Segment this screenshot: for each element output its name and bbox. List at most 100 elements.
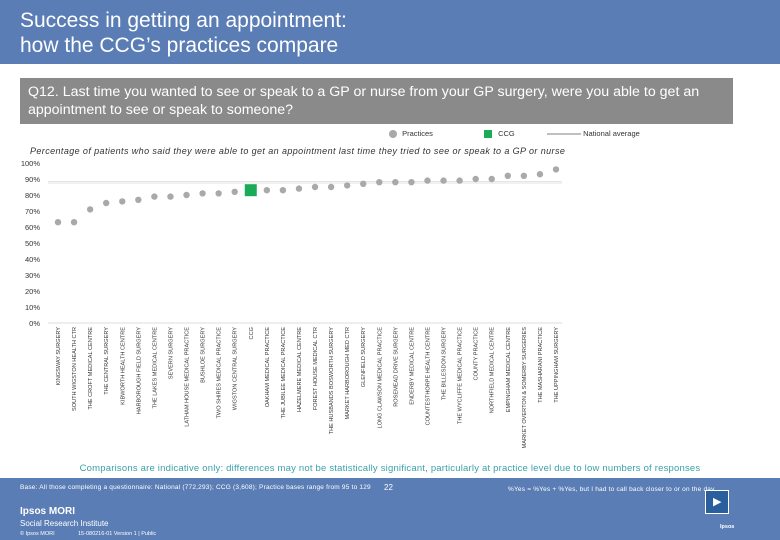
arrow-icon: ▶ (713, 496, 722, 508)
legend-practices: Practices (386, 129, 433, 139)
page-title: Success in getting an appointment: how t… (20, 8, 720, 58)
practice-marker (86, 206, 94, 213)
practice-marker (488, 175, 495, 183)
legend-national-line (547, 133, 581, 135)
x-tick-label: COUNTY PRACTICE (474, 327, 480, 381)
practice-marker (70, 219, 78, 226)
practice-marker (279, 187, 287, 194)
page-number: 22 (384, 483, 393, 492)
practice-marker (520, 172, 528, 179)
title-line-2: how the CCG’s practices compare (20, 34, 339, 57)
x-tick-label: CCG (249, 327, 255, 339)
x-tick-label: OAKHAM MEDICAL PRACTICE (265, 327, 271, 408)
ccg-marker (244, 184, 257, 197)
x-tick-label: WIGSTON CENTRAL SURGERY (233, 327, 239, 410)
chart-subtitle: Percentage of patients who said they wer… (30, 146, 566, 156)
y-tick-label: 90% (25, 175, 40, 184)
practice-marker (215, 190, 222, 197)
y-tick-label: 100% (21, 159, 41, 168)
practice-marker (199, 190, 206, 197)
x-tick-label: THE CROFT MEDICAL CENTRE (88, 327, 94, 410)
practice-marker (327, 183, 335, 191)
ipsos-badge-icon: ▶ (705, 490, 729, 514)
x-tick-label: THE LAKES MEDICAL CENTRE (152, 327, 158, 409)
base-note: Base: All those completing a questionnai… (20, 484, 371, 491)
x-tick-label: THE JUBILEE MEDICAL PRACTICE (281, 327, 287, 419)
x-tick-label: LATHAM HOUSE MEDICAL PRACTICE (185, 327, 191, 427)
x-tick-label: GLENFIELD SURGERY (361, 327, 367, 387)
practice-marker (504, 172, 512, 179)
practice-marker (231, 188, 238, 195)
y-tick-label: 10% (25, 303, 40, 312)
y-tick-label: 50% (25, 239, 40, 248)
y-tick-label: 30% (25, 271, 40, 280)
y-tick-label: 80% (25, 191, 40, 200)
y-tick-label: 20% (25, 287, 40, 296)
copyright-text: © Ipsos MORI (20, 531, 55, 537)
x-tick-label: THE WYCLIFFE MEDICAL PRACTICE (458, 327, 464, 424)
header-banner: Success in getting an appointment: how t… (0, 0, 780, 64)
x-tick-label: KINGSWAY SURGERY (56, 327, 62, 386)
x-tick-label: EMPINGHAM MEDICAL CENTRE (506, 327, 512, 413)
x-tick-label: THE HUSBANDS BOSWORTH SURGERY (329, 327, 335, 435)
x-tick-label: THE MASHARANI PRACTICE (538, 327, 544, 403)
practice-marker (119, 198, 126, 205)
practice-marker (311, 183, 319, 191)
x-tick-label: LONG CLAWSON MEDICAL PRACTICE (377, 327, 383, 429)
practice-marker (424, 177, 431, 184)
x-tick-label: THE CENTRAL SURGERY (104, 327, 110, 395)
version-text: 15-080216-01 Version 1 | Public (78, 531, 157, 537)
practice-marker (552, 166, 560, 173)
y-tick-label: 60% (25, 223, 40, 232)
practice-marker (54, 219, 62, 226)
practice-marker (536, 171, 544, 178)
practice-marker (440, 177, 447, 184)
disclaimer-text: Comparisons are indicative only: differe… (79, 463, 701, 474)
practice-marker (408, 179, 415, 186)
x-tick-label: COUNTESTHORPE HEALTH CENTRE (425, 327, 431, 426)
practice-marker (167, 193, 174, 200)
legend-national: National average (547, 129, 640, 139)
chart-plot: 0% 10% 20% 30% 40% 50% 60% 70% 80% 90% 100% KINGSWA… (21, 159, 562, 449)
legend-ccg-label: CCG (498, 129, 515, 138)
legend-ccg-marker (484, 130, 492, 139)
practice-marker (360, 180, 367, 187)
x-tick-label: HAZELMERE MEDICAL CENTRE (297, 327, 303, 412)
x-tick-label: THE UPPINGHAM SURGERY (554, 327, 560, 403)
practice-marker (295, 185, 303, 192)
ipsos-mark: Ipsos (720, 524, 735, 530)
practice-marker (102, 199, 110, 207)
x-tick-label: HARBOROUGH FIELD SURGERY (136, 327, 142, 415)
legend-ccg: CCG (482, 129, 515, 139)
practice-marker (135, 196, 142, 203)
x-tick-label: THE BILLESDON SURGERY (442, 327, 448, 401)
yes-note: %Yes = %Yes + %Yes, but I had to call ba… (508, 486, 715, 493)
title-line-1: Success in getting an appointment: (20, 9, 347, 32)
question-text: Q12. Last time you wanted to see or spea… (28, 84, 700, 118)
x-tick-label: FOREST HOUSE MEDICAL CTR (313, 327, 319, 410)
y-tick-label: 0% (29, 319, 40, 328)
legend-national-label: National average (583, 129, 640, 138)
legend-practices-label: Practices (402, 129, 433, 138)
legend-practice-marker (389, 130, 397, 139)
y-tick-label: 40% (25, 255, 40, 264)
x-tick-label: BUSHLOE SURGERY (201, 327, 207, 383)
practice-marker (151, 193, 158, 200)
y-tick-label: 70% (25, 207, 40, 216)
practice-marker (376, 179, 383, 186)
x-tick-label: ROSEMEAD DRIVE SURGERY (393, 327, 399, 407)
x-tick-label: KIBWORTH HEALTH CENTRE (120, 327, 126, 405)
x-tick-label: TWO SHIRES MEDICAL PRACTICE (217, 327, 223, 419)
footer-banner: Base: All those completing a questionnai… (0, 478, 780, 540)
x-tick-label: SEVERN SURGERY (168, 327, 174, 379)
x-tick-label: MARKET OVERTON & SOMERBY SURGERIES (522, 327, 528, 449)
practice-marker (456, 177, 463, 184)
practice-marker (183, 191, 190, 199)
x-tick-label: MARKET HARBOROUGH MED CTR (345, 327, 351, 420)
logo-subtitle: Social Research Institute (20, 519, 109, 528)
practice-marker (263, 187, 271, 194)
practice-marker (392, 179, 399, 186)
x-tick-label: ENDERBY MEDICAL CENTRE (409, 327, 415, 405)
x-tick-label: NORTHFIELD MEDICAL CENTRE (490, 327, 496, 414)
x-tick-label: SOUTH WIGSTON HEALTH CTR (72, 327, 78, 411)
